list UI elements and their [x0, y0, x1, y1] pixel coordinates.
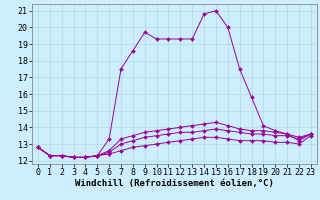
X-axis label: Windchill (Refroidissement éolien,°C): Windchill (Refroidissement éolien,°C): [75, 179, 274, 188]
